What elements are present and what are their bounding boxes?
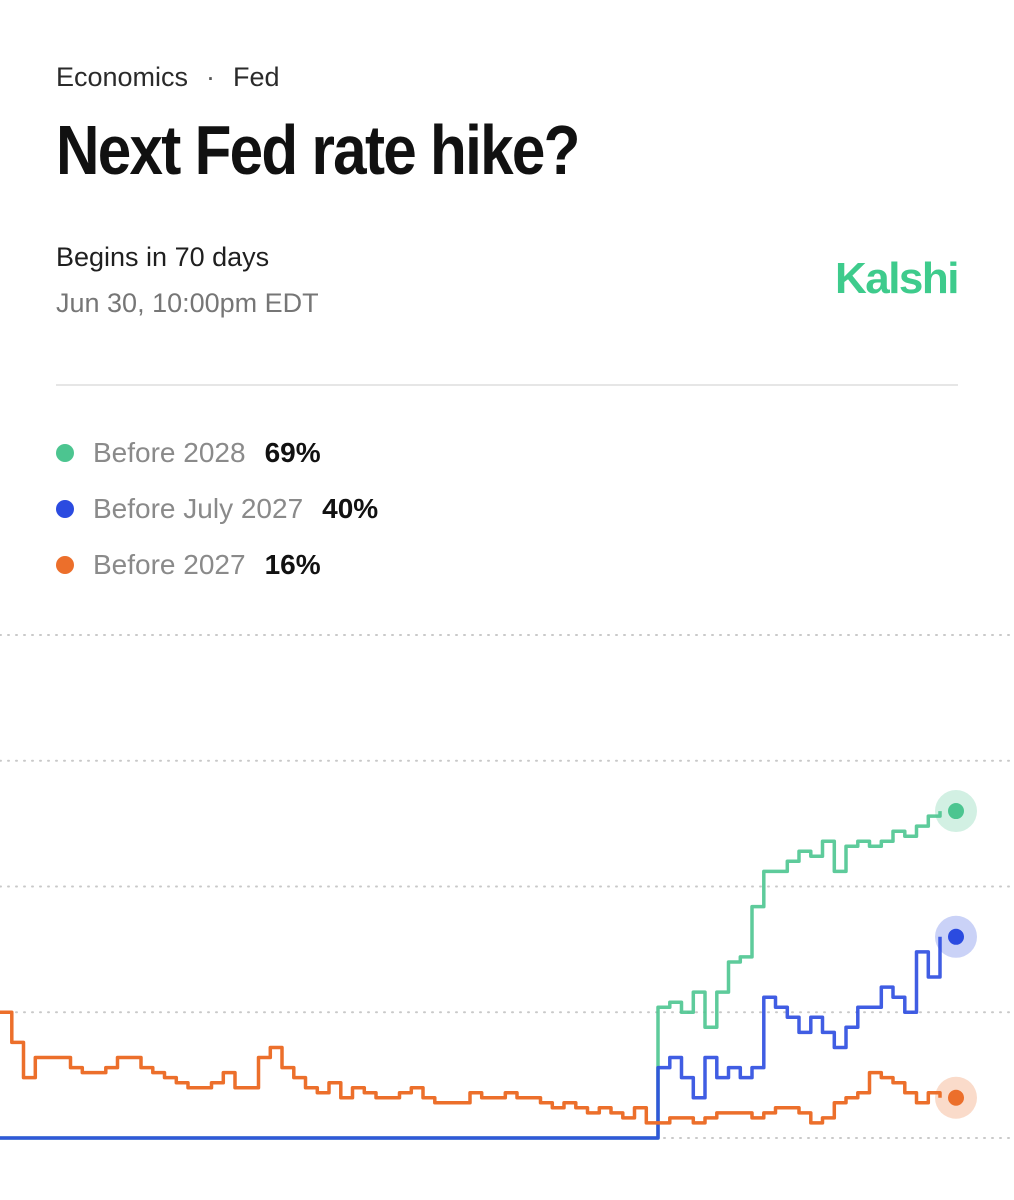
legend-item-before-2027[interactable]: Before 2027 16% — [56, 537, 378, 593]
event-date: Jun 30, 10:00pm EDT — [56, 288, 319, 318]
legend: Before 2028 69% Before July 2027 40% Bef… — [56, 425, 378, 593]
end-point-before-2027[interactable] — [948, 1089, 964, 1106]
breadcrumb: Economics · Fed — [56, 62, 280, 93]
legend-value: 16% — [264, 549, 321, 580]
legend-dot-icon — [56, 500, 74, 518]
breadcrumb-separator: · — [206, 62, 216, 92]
end-point-before-july-2027[interactable] — [948, 928, 964, 945]
legend-dot-icon — [56, 444, 74, 462]
legend-value: 40% — [322, 493, 379, 524]
series-line-before-july-2027 — [0, 936, 942, 1140]
legend-item-before-2028[interactable]: Before 2028 69% — [56, 425, 378, 481]
page-title: Next Fed rate hike? — [56, 111, 580, 189]
begins-countdown: Begins in 70 days — [56, 242, 270, 272]
legend-value: 69% — [264, 437, 321, 468]
kalshi-logo: Kalshi — [834, 254, 960, 303]
breadcrumb-subcategory[interactable]: Fed — [233, 62, 280, 92]
price-history-chart[interactable] — [0, 600, 1014, 1180]
series-line-before-2028 — [0, 811, 942, 1140]
breadcrumb-category[interactable]: Economics — [56, 62, 189, 92]
end-point-before-2028[interactable] — [948, 803, 964, 820]
divider — [56, 384, 958, 386]
series-line-before-2027 — [0, 1010, 942, 1125]
legend-label: Before 2028 — [93, 437, 246, 468]
legend-label: Before July 2027 — [93, 493, 304, 524]
legend-item-before-july-2027[interactable]: Before July 2027 40% — [56, 481, 378, 537]
legend-dot-icon — [56, 556, 74, 574]
legend-label: Before 2027 — [93, 549, 246, 580]
